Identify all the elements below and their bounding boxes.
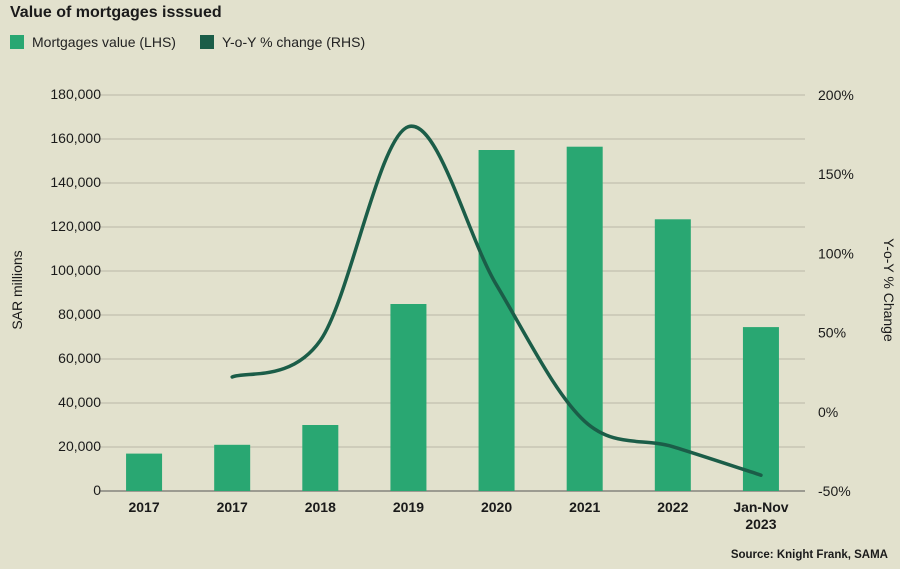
y2-tick-label: 100% xyxy=(818,245,854,261)
x-tick-label: 2021 xyxy=(569,499,600,515)
x-tick-label: 2022 xyxy=(657,499,688,515)
y-tick-label: 160,000 xyxy=(50,130,101,146)
x-tick-label: 2017 xyxy=(128,499,159,515)
y-tick-label: 140,000 xyxy=(50,174,101,190)
y-tick-label: 40,000 xyxy=(58,394,101,410)
y2-tick-label: -50% xyxy=(818,483,851,499)
y2-tick-label: 50% xyxy=(818,325,846,341)
y-tick-label: 100,000 xyxy=(50,262,101,278)
x-tick-label: 2019 xyxy=(393,499,424,515)
x-tick-label: 2023 xyxy=(745,516,776,532)
y-tick-label: 180,000 xyxy=(50,86,101,102)
bar xyxy=(126,453,163,491)
legend-item-yoy-change: Y-o-Y % change (RHS) xyxy=(199,34,366,50)
bar xyxy=(214,444,251,491)
y2-tick-label: 0% xyxy=(818,404,838,420)
legend-item-mortgages-value: Mortgages value (LHS) xyxy=(10,34,176,50)
y-axis-title: SAR millions xyxy=(9,250,25,329)
source-note: Source: Knight Frank, SAMA xyxy=(730,549,888,561)
x-tick-label: 2020 xyxy=(481,499,512,515)
legend-label-yoy-change: Y-o-Y % change (RHS) xyxy=(221,34,366,50)
y2-axis-title: Y-o-Y % Change xyxy=(881,238,897,342)
y-tick-label: 0 xyxy=(93,482,101,498)
line-series-yoy-change xyxy=(230,124,763,477)
y2-tick-label: 150% xyxy=(818,166,854,182)
y-tick-label: 80,000 xyxy=(58,306,101,322)
x-tick-label: 2017 xyxy=(217,499,248,515)
legend-label-mortgages-value: Mortgages value (LHS) xyxy=(32,34,176,50)
bar xyxy=(566,146,603,491)
x-tick-label: 2018 xyxy=(305,499,336,515)
y-tick-label: 60,000 xyxy=(58,350,101,366)
bar xyxy=(742,327,779,491)
bar xyxy=(478,150,515,491)
y2-tick-label: 200% xyxy=(818,87,854,103)
chart-title: Value of mortgages isssued xyxy=(10,4,222,21)
legend-swatch-bar xyxy=(10,35,24,49)
y-tick-label: 20,000 xyxy=(58,438,101,454)
legend-swatch-line xyxy=(199,35,214,49)
bar xyxy=(302,425,339,491)
legend: Mortgages value (LHS) Y-o-Y % change (RH… xyxy=(10,34,389,50)
y-tick-label: 120,000 xyxy=(50,218,101,234)
bar xyxy=(390,304,427,491)
x-tick-label: Jan-Nov xyxy=(733,499,788,515)
